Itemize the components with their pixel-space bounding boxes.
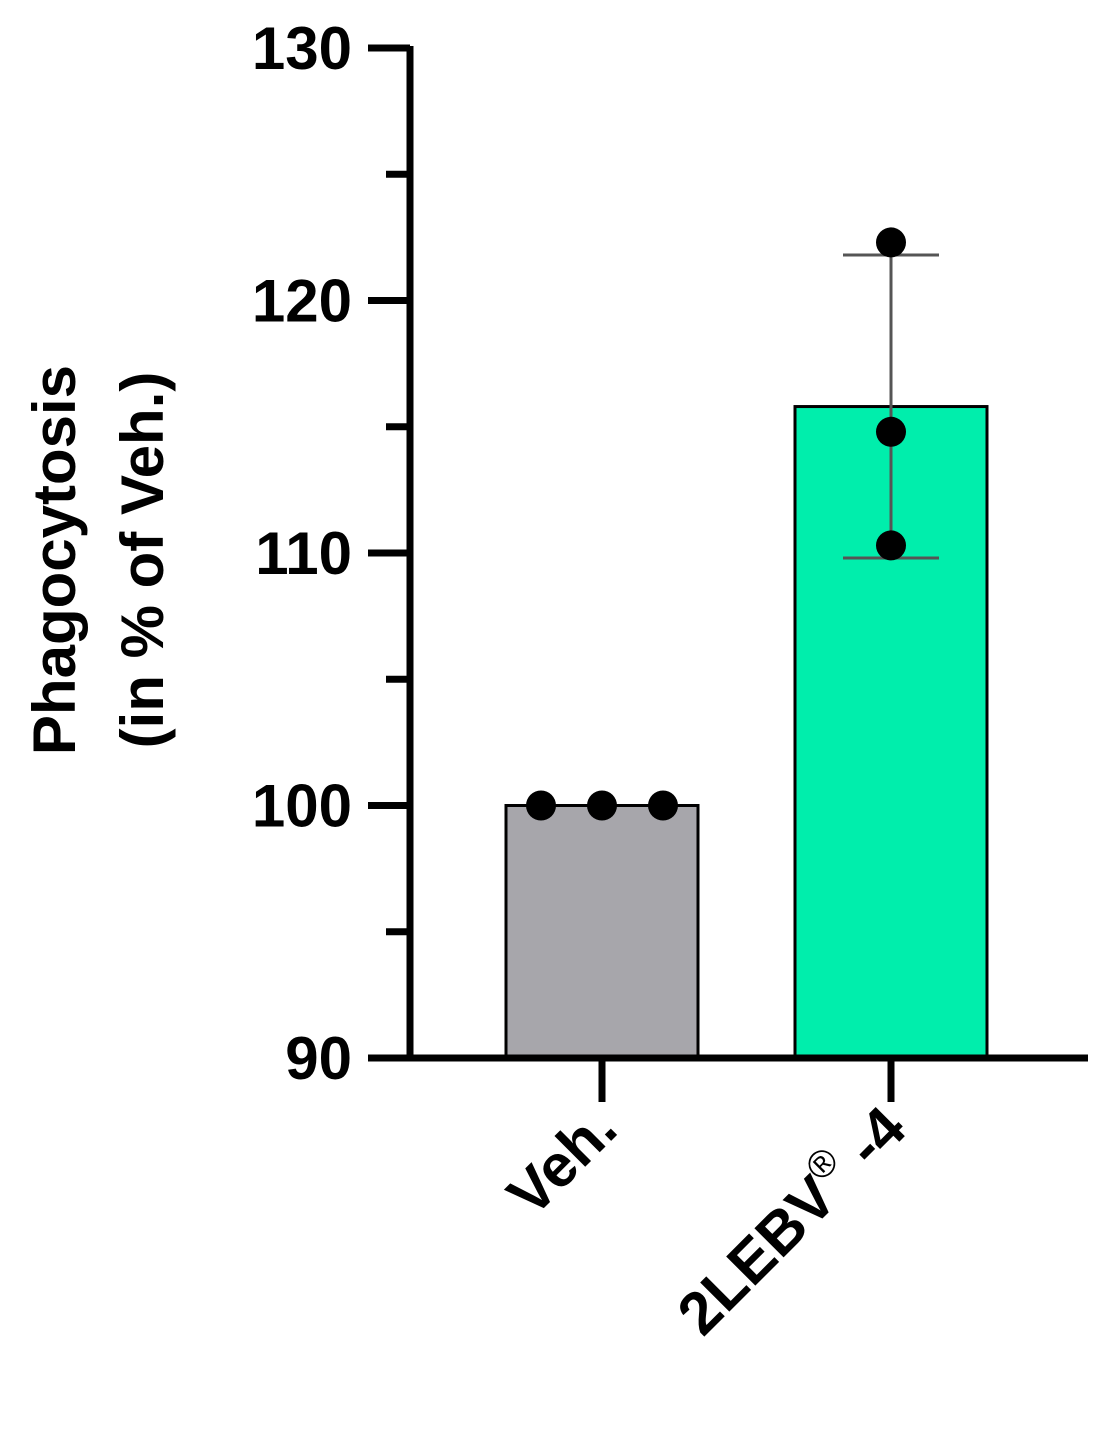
x-tick-label-name-1: 2LEBV bbox=[665, 1163, 849, 1347]
x-axis: Veh.2LEBV® -4 bbox=[407, 1054, 1088, 1347]
x-tick-label-text-1: 2LEBV® -4 bbox=[661, 1090, 918, 1347]
y-tick-label-4: 130 bbox=[252, 15, 352, 82]
y-tick-label-1: 100 bbox=[252, 773, 352, 840]
y-axis-title: Phagocytosis (in % of Veh.) bbox=[21, 365, 176, 755]
y-axis-title-line-1: Phagocytosis bbox=[21, 365, 88, 755]
y-tick-label-0: 90 bbox=[285, 1025, 352, 1092]
data-point-0-0 bbox=[526, 790, 556, 821]
y-axis-title-line-2: (in % of Veh.) bbox=[109, 372, 176, 749]
y-tick-label-3: 120 bbox=[252, 268, 352, 335]
data-point-0-2 bbox=[648, 790, 678, 821]
x-tick-label-0: Veh. bbox=[495, 1094, 630, 1229]
y-axis: 90 100 110 120 130 bbox=[252, 15, 414, 1092]
x-tick-label-text-0: Veh. bbox=[495, 1094, 630, 1229]
bar-0 bbox=[504, 804, 700, 1060]
x-tick-label-1: 2LEBV® -4 bbox=[661, 1090, 919, 1347]
data-point-0-1 bbox=[587, 790, 617, 821]
bars bbox=[504, 405, 989, 1060]
data-points bbox=[526, 227, 906, 821]
y-tick-label-2: 110 bbox=[255, 520, 352, 587]
data-point-1-1 bbox=[876, 416, 906, 447]
data-point-1-2 bbox=[876, 530, 906, 561]
data-point-1-0 bbox=[876, 227, 906, 258]
x-tick-label-name-0: Veh. bbox=[495, 1094, 630, 1229]
